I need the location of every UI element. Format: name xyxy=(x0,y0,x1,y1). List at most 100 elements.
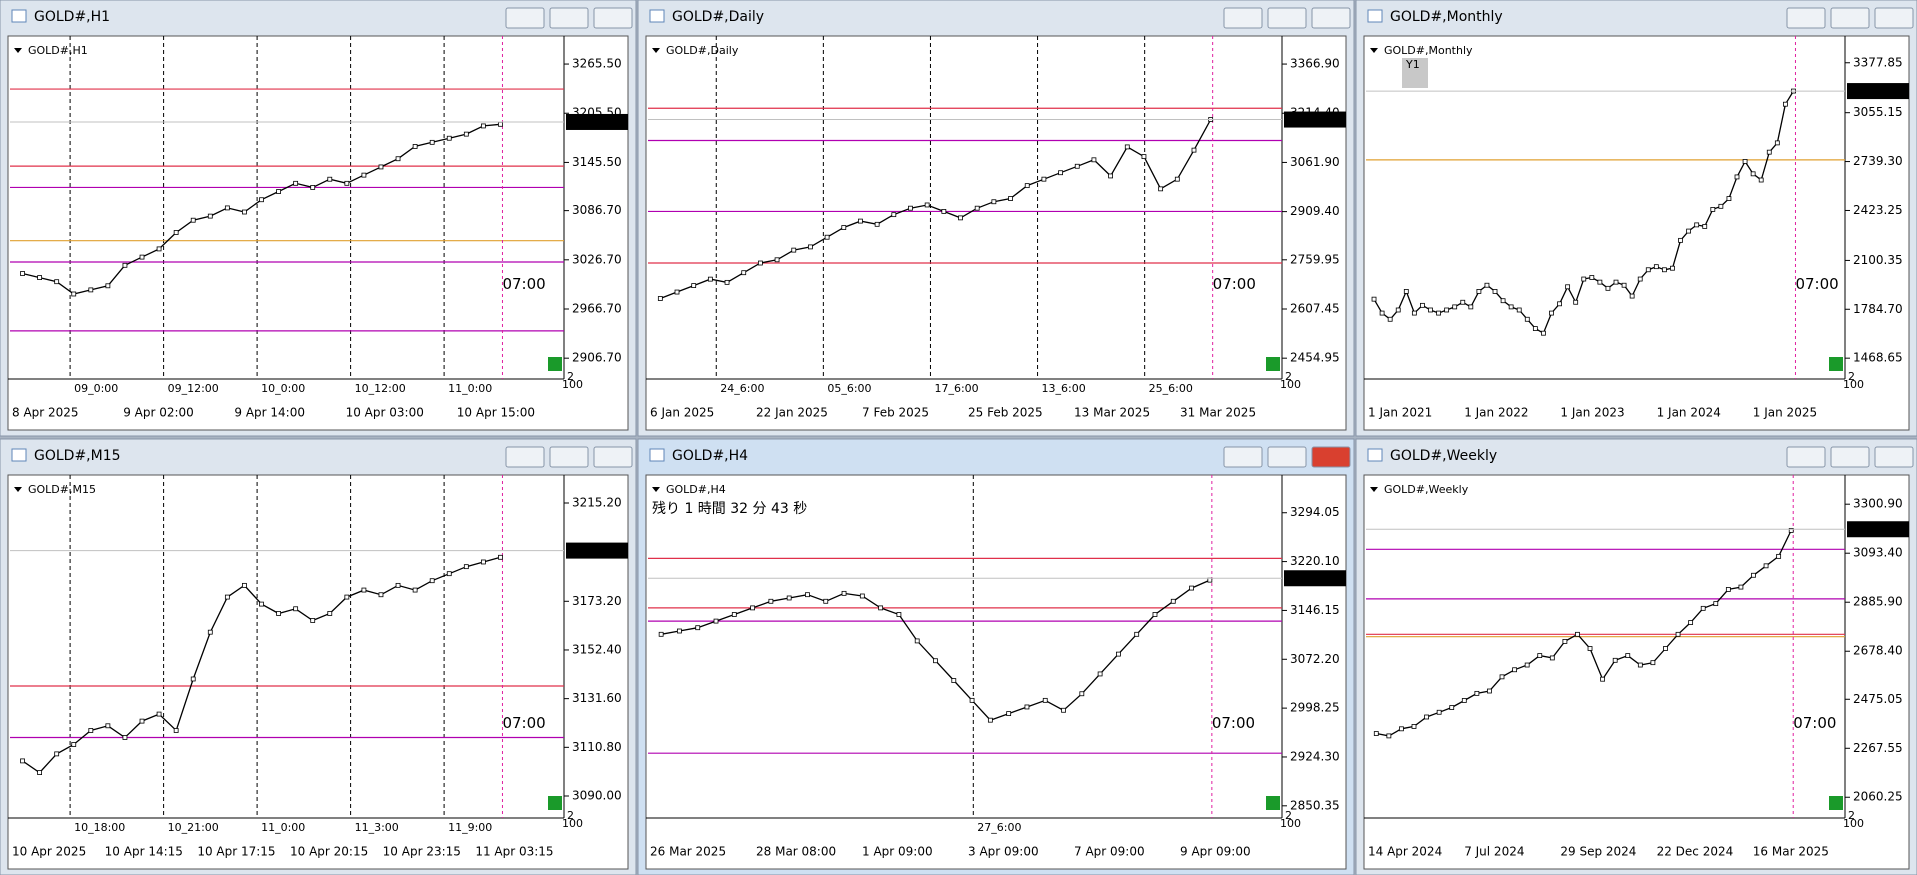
minimize-button[interactable] xyxy=(505,446,545,468)
maximize-button[interactable] xyxy=(549,7,589,29)
minimize-button[interactable] xyxy=(505,7,545,29)
close-marker xyxy=(1436,310,1441,316)
close-marker xyxy=(1637,276,1643,282)
axis-corner-bottom: 100 xyxy=(1843,378,1864,391)
time-label: 1 Jan 2021 xyxy=(1368,406,1432,420)
minimize-button[interactable] xyxy=(1786,7,1826,29)
current-price: 3194.86 xyxy=(570,543,620,557)
close-marker xyxy=(1492,289,1498,294)
close-marker xyxy=(1751,572,1756,578)
current-price: 3194.86 xyxy=(570,114,620,128)
maximize-button[interactable] xyxy=(1267,446,1307,468)
close-marker xyxy=(122,735,128,740)
close-marker xyxy=(1675,631,1681,637)
current-price-box xyxy=(1284,111,1346,128)
close-button[interactable] xyxy=(1311,446,1351,468)
axis-corner-top: 2 xyxy=(1848,370,1855,383)
close-marker xyxy=(1713,601,1719,607)
window-icon xyxy=(649,9,665,23)
session-label: 11_0:00 xyxy=(448,382,492,395)
close-marker xyxy=(190,217,196,223)
minimize-button[interactable] xyxy=(1223,446,1263,468)
close-marker xyxy=(1373,731,1379,736)
close-marker xyxy=(395,156,401,162)
session-label: 24_6:00 xyxy=(720,382,764,395)
period-button[interactable] xyxy=(1402,58,1428,88)
close-button[interactable] xyxy=(1311,7,1351,29)
time-label: 1 Jan 2025 xyxy=(1753,406,1817,420)
close-button[interactable] xyxy=(593,446,633,468)
close-marker xyxy=(310,185,316,190)
status-indicator xyxy=(548,796,562,810)
close-marker xyxy=(1663,646,1668,651)
price-label: 3086.70 xyxy=(572,203,622,217)
maximize-button[interactable] xyxy=(549,446,589,468)
close-marker xyxy=(1411,310,1417,316)
close-marker xyxy=(1024,183,1030,189)
close-marker xyxy=(874,221,880,227)
axis-corner-bottom: 100 xyxy=(1280,378,1301,391)
session-label: 17_6:00 xyxy=(934,382,978,395)
time-label: 9 Apr 09:00 xyxy=(1180,845,1251,859)
close-marker xyxy=(1726,196,1732,201)
close-marker xyxy=(1424,714,1429,720)
close-marker xyxy=(1524,316,1530,322)
symbol-arrow xyxy=(14,48,22,53)
close-marker xyxy=(1379,310,1385,316)
close-marker xyxy=(1508,304,1514,310)
maximize-button[interactable] xyxy=(1830,7,1870,29)
close-marker xyxy=(156,246,162,252)
price-label: 2100.35 xyxy=(1853,253,1903,267)
current-price: 3194.85 xyxy=(1851,84,1901,98)
window-title: GOLD#,Weekly xyxy=(1390,448,1497,464)
close-marker xyxy=(259,601,264,607)
symbol-label: GOLD#,Monthly xyxy=(1384,44,1473,57)
close-marker xyxy=(1499,674,1505,680)
current-price-box xyxy=(1847,521,1909,538)
axis-corner-top: 2 xyxy=(1285,809,1292,822)
close-button[interactable] xyxy=(1874,446,1914,468)
minimize-button[interactable] xyxy=(1786,446,1826,468)
close-marker xyxy=(1738,584,1744,590)
maximize-button[interactable] xyxy=(1830,446,1870,468)
close-marker xyxy=(1500,298,1506,304)
price-label: 1468.65 xyxy=(1853,351,1903,365)
status-indicator xyxy=(1266,796,1280,810)
price-label: 2966.70 xyxy=(572,301,622,315)
close-marker xyxy=(88,287,94,293)
close-marker xyxy=(1403,289,1409,294)
close-button[interactable] xyxy=(593,7,633,29)
price-label: 3220.10 xyxy=(1290,554,1340,568)
close-marker xyxy=(105,283,111,289)
close-marker xyxy=(446,571,452,577)
close-marker xyxy=(1776,553,1782,559)
chart-window: GOLD#,Monthly 1 Jan 2021 1 Jan 2022 1 Jan 2… xyxy=(1355,0,1917,437)
time-label: 14 Apr 2024 xyxy=(1368,845,1442,859)
close-marker xyxy=(891,212,897,218)
close-marker xyxy=(1444,307,1450,313)
close-marker xyxy=(207,629,213,635)
price-label: 2454.95 xyxy=(1290,351,1340,365)
status-indicator xyxy=(548,357,562,371)
countdown: 残り 1 時間 32 分 43 秒 xyxy=(652,501,807,517)
time-label: 7 Feb 2025 xyxy=(862,406,929,420)
price-label: 2906.70 xyxy=(572,351,622,365)
maximize-button[interactable] xyxy=(1267,7,1307,29)
close-marker xyxy=(1524,662,1530,668)
close-marker xyxy=(1688,620,1694,625)
symbol-label: GOLD#,H1 xyxy=(28,44,88,57)
time-label: 22 Jan 2025 xyxy=(756,406,828,420)
close-marker xyxy=(791,247,797,253)
axis-corner-top: 2 xyxy=(567,809,574,822)
close-button[interactable] xyxy=(1874,7,1914,29)
close-marker xyxy=(259,197,264,203)
time-label: 9 Apr 02:00 xyxy=(123,406,194,420)
close-marker xyxy=(878,605,884,611)
minimize-button[interactable] xyxy=(1223,7,1263,29)
close-marker xyxy=(1006,711,1012,716)
session-label: 10_18:00 xyxy=(74,821,125,834)
price-label: 1784.70 xyxy=(1853,302,1903,316)
session-label: 11_0:00 xyxy=(261,821,305,834)
close-marker xyxy=(1170,598,1176,604)
